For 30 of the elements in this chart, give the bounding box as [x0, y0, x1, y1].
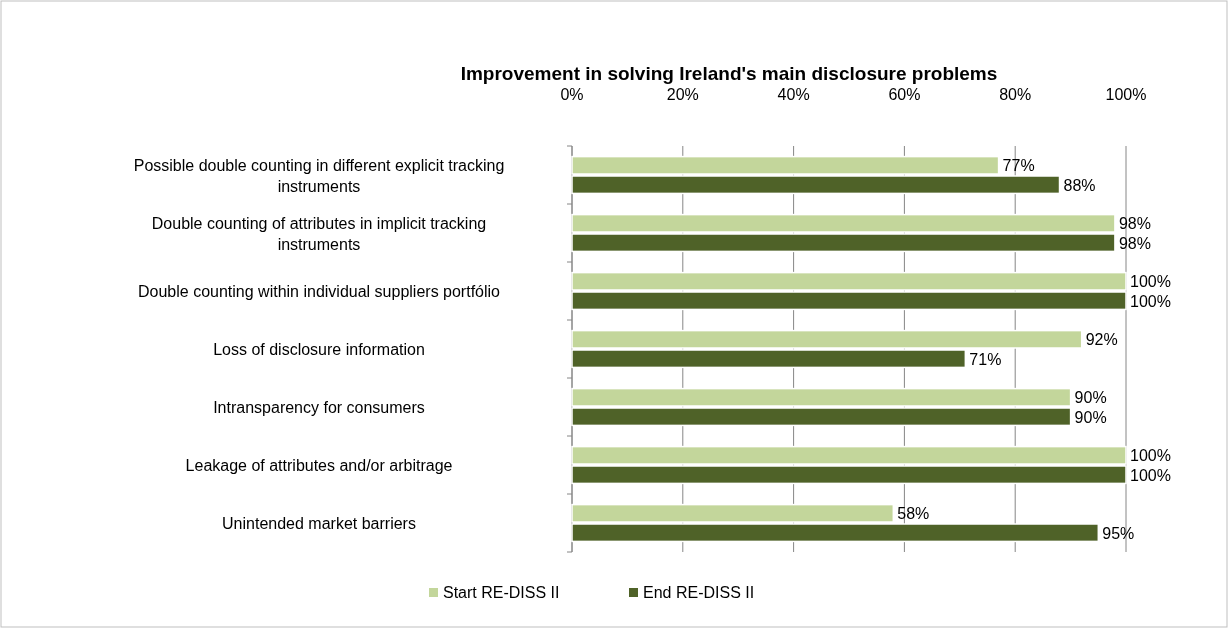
x-tick-label: 20% — [666, 86, 699, 103]
legend-label: End RE-DISS II — [643, 584, 755, 601]
data-label: 92% — [1085, 331, 1118, 349]
data-label: 71% — [969, 350, 1002, 368]
data-label: 95% — [1102, 524, 1135, 542]
y-tick-label: Leakage of attributes and/or arbitrage — [185, 457, 453, 474]
y-tick-label: Loss of disclosure information — [213, 341, 425, 358]
x-tick-label: 60% — [888, 86, 921, 103]
data-label: 98% — [1118, 215, 1151, 233]
y-tick-label: Unintended market barriers — [222, 515, 416, 532]
chart-title: Improvement in solving Ireland's main disclosure problems — [460, 63, 998, 84]
data-label: 90% — [1074, 389, 1107, 407]
x-tick-label: 100% — [1105, 86, 1147, 103]
y-tick-label: Double counting of attributes in implicit tracking instruments — [151, 214, 487, 253]
data-label: 77% — [1002, 157, 1035, 175]
data-label: 58% — [897, 505, 930, 523]
y-tick-label: Possible double counting in different explicit tracking instruments — [133, 156, 505, 195]
data-label: 100% — [1130, 447, 1171, 465]
y-tick-label: Intransparency for consumers — [213, 399, 425, 416]
data-label: 88% — [1063, 176, 1096, 194]
data-label: 98% — [1118, 234, 1151, 252]
x-tick-label: 80% — [999, 86, 1032, 103]
data-label: 90% — [1074, 408, 1107, 426]
x-tick-label: 40% — [777, 86, 810, 103]
legend-label: Start RE-DISS II — [443, 584, 560, 601]
data-label: 100% — [1130, 273, 1171, 291]
data-label: 100% — [1130, 466, 1171, 484]
y-tick-label: Double counting within individual suppliers portfólio — [138, 283, 501, 300]
data-label: 100% — [1130, 292, 1171, 310]
x-tick-label: 0% — [560, 86, 584, 103]
